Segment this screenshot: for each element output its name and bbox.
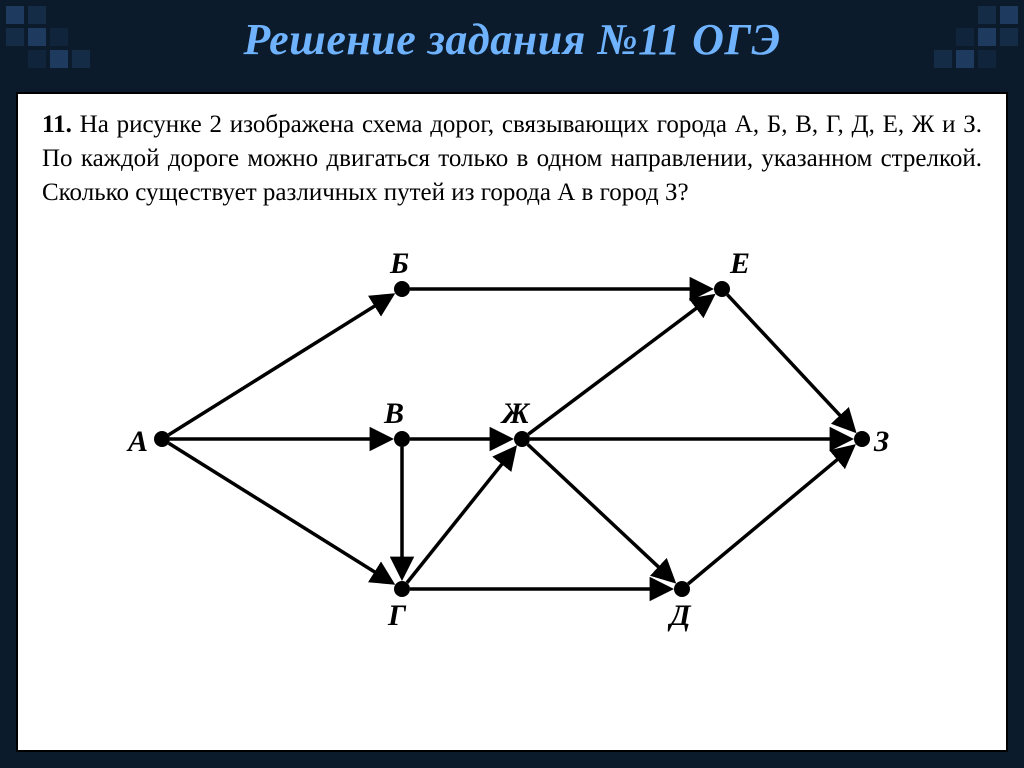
road-graph: А Б В Г Ж Д Е З [122, 239, 902, 639]
node-label-Zh: Ж [502, 397, 530, 431]
node-label-D: Д [670, 599, 691, 633]
task-body: На рисунке 2 изображена схема дорог, свя… [42, 111, 982, 206]
edge-A-G [169, 443, 392, 582]
edge-Zh-E [528, 296, 712, 434]
edge-A-B [169, 296, 392, 435]
node-label-V: В [384, 397, 404, 431]
slide-title: Решение задания №11 ОГЭ [0, 14, 1024, 65]
content-panel: 11. На рисунке 2 изображена схема дорог,… [16, 92, 1008, 752]
node-Z [854, 431, 870, 447]
node-G [394, 581, 410, 597]
task-text: 11. На рисунке 2 изображена схема дорог,… [42, 108, 982, 209]
node-label-Z: З [874, 425, 889, 459]
node-label-A: А [128, 425, 148, 459]
task-number: 11. [42, 111, 72, 138]
node-label-E: Е [730, 247, 750, 281]
node-label-G: Г [388, 599, 406, 633]
edge-G-Zh [407, 449, 515, 583]
node-V [394, 431, 410, 447]
edge-Zh-D [528, 445, 673, 581]
graph-svg [122, 239, 902, 639]
node-E [714, 281, 730, 297]
edge-D-Z [688, 447, 853, 584]
edge-E-Z [727, 295, 853, 430]
node-Zh [514, 431, 530, 447]
node-B [394, 281, 410, 297]
node-A [154, 431, 170, 447]
node-D [674, 581, 690, 597]
slide: Решение задания №11 ОГЭ 11. На рисунке 2… [0, 0, 1024, 768]
node-label-B: Б [390, 247, 409, 281]
